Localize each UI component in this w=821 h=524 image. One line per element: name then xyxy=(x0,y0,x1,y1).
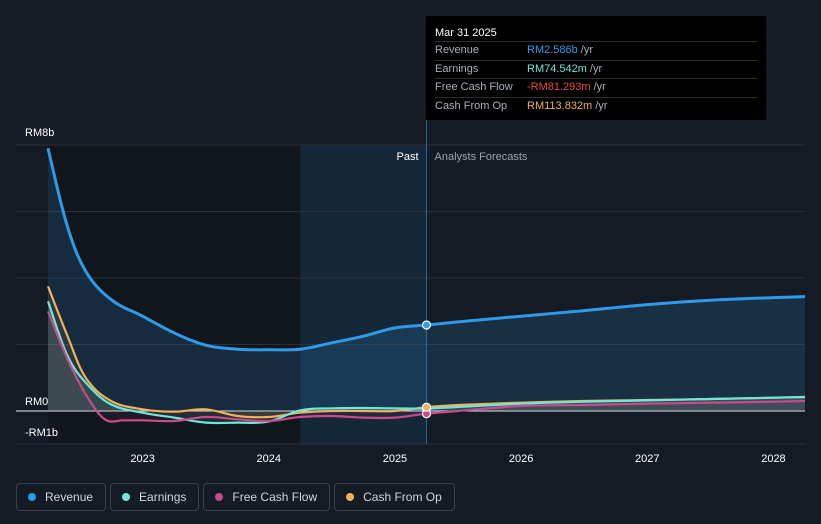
past-label: Past xyxy=(396,151,418,163)
tooltip-row-earnings: Earnings RM74.542m /yr xyxy=(435,59,757,79)
tooltip-value: -RM81.293m xyxy=(527,81,591,93)
x-tick-label: 2026 xyxy=(509,453,533,465)
legend-dot-icon xyxy=(346,493,355,501)
y-tick-label: -RM1b xyxy=(25,427,58,439)
legend-item-earnings[interactable]: Earnings xyxy=(110,483,200,511)
tooltip-row-cash-from-op: Cash From Op RM113.832m /yr xyxy=(435,96,757,116)
tooltip-row-free-cash-flow: Free Cash Flow -RM81.293m /yr xyxy=(435,78,757,97)
tooltip-label: Revenue xyxy=(435,44,480,56)
tooltip-value: RM2.586b xyxy=(527,44,578,56)
earnings-area xyxy=(48,301,805,424)
tooltip-date: Mar 31 2025 xyxy=(435,27,497,39)
tooltip-value: RM113.832m xyxy=(527,99,593,112)
chart-markers xyxy=(421,320,432,419)
tooltip-label: Earnings xyxy=(435,62,479,75)
legend-label: Free Cash Flow xyxy=(232,490,318,504)
x-tick-label: 2023 xyxy=(130,453,154,465)
x-tick-label: 2024 xyxy=(257,453,281,465)
legend-item-cash-from-op[interactable]: Cash From Op xyxy=(334,483,455,511)
revenue-area xyxy=(48,148,805,412)
revenue-marker xyxy=(421,320,432,330)
chart-areas xyxy=(48,148,805,424)
legend-label: Revenue xyxy=(45,490,94,504)
legend-item-free-cash-flow[interactable]: Free Cash Flow xyxy=(203,483,331,511)
x-tick-label: 2027 xyxy=(635,453,659,465)
tooltip-unit: /yr xyxy=(589,62,603,75)
chart-legend: Revenue Earnings Free Cash Flow Cash Fro… xyxy=(16,483,459,511)
legend-item-revenue[interactable]: Revenue xyxy=(16,483,107,511)
tooltip-value: RM74.542m xyxy=(527,62,587,75)
tooltip-label: Cash From Op xyxy=(435,99,508,112)
cash-from-op-area xyxy=(48,286,805,418)
forecast-label: Analysts Forecasts xyxy=(435,151,528,163)
legend-dot-icon xyxy=(28,493,36,501)
legend-label: Cash From Op xyxy=(363,490,442,504)
tooltip-unit: /yr xyxy=(595,99,608,112)
revenue-line xyxy=(46,147,806,352)
tooltip-panel: Mar 31 2025 Revenue RM2.586b /yr Earning… xyxy=(426,16,766,120)
legend-dot-icon xyxy=(215,493,224,501)
legend-dot-icon xyxy=(122,493,131,501)
earnings-line xyxy=(46,300,806,425)
legend-label: Earnings xyxy=(139,490,187,504)
x-tick-label: 2025 xyxy=(383,453,407,465)
free-cash-flow-area xyxy=(48,311,805,422)
tooltip-label: Free Cash Flow xyxy=(435,81,513,93)
y-tick-label: RM8b xyxy=(25,127,54,139)
tooltip-unit: /yr xyxy=(593,81,606,93)
cash-from-op-marker xyxy=(421,402,432,412)
tooltip-row-revenue: Revenue RM2.586b /yr xyxy=(435,41,757,60)
chart-labels: RM8b RM0 -RM1b 2023 2024 2025 2026 2027 2028 Past… xyxy=(25,127,786,465)
past-highlight-region xyxy=(300,145,427,444)
chart-lines xyxy=(46,147,806,425)
free-cash-flow-line xyxy=(46,310,806,423)
tooltip-unit: /yr xyxy=(580,44,593,56)
x-tick-label: 2028 xyxy=(761,453,785,465)
chart-background xyxy=(48,145,427,444)
y-tick-label: RM0 xyxy=(25,396,48,408)
